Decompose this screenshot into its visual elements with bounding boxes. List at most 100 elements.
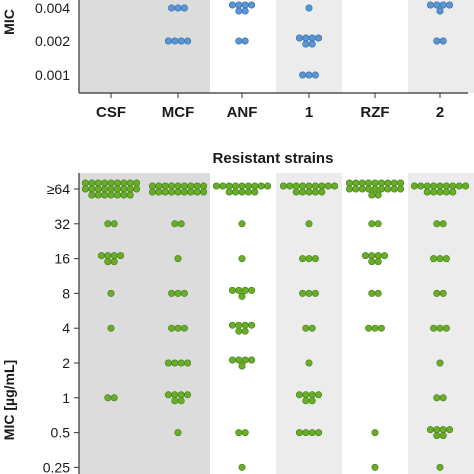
bottom-2-64-dot-8 <box>455 182 463 190</box>
top-1-0-001-dot-3 <box>311 71 319 79</box>
shade-top-2 <box>408 0 474 93</box>
bottom-1-8-dot-3 <box>311 289 319 297</box>
bottom-2-1-dot-2 <box>439 394 447 402</box>
bottom-2-0-5-dot-4 <box>446 426 454 434</box>
bottom-mcf-64-dot-12 <box>161 188 169 196</box>
bottom-1-4-dot-2 <box>308 324 316 332</box>
bottom-ytick-8: 8 <box>62 285 70 301</box>
top-1-0-002-dot-4 <box>315 34 323 42</box>
bottom-anf-64-dot-1 <box>212 182 220 190</box>
bottom-1-0-5-dot-2 <box>302 429 310 437</box>
bottom-rzf-64-dot-16 <box>384 185 392 193</box>
top-2-0-002-dot-1 <box>433 37 441 45</box>
bottom-rzf-64-dot-8 <box>390 179 398 187</box>
bottom-1-1-dot-4 <box>315 391 323 399</box>
top-mcf-0-004-dot-3 <box>180 4 188 12</box>
bottom-rzf-64-dot-7 <box>384 179 392 187</box>
bottom-1-16-dot-1 <box>299 255 307 263</box>
bottom-2-4-dot-3 <box>442 324 450 332</box>
bottom-mcf-32-dot-2 <box>177 220 185 228</box>
bottom-2-64-dot-9 <box>462 182 470 190</box>
bottom-mcf-64-dot-16 <box>187 188 195 196</box>
bottom-2-64-dot-12 <box>436 188 444 196</box>
bottom-rzf-16-dot-6 <box>374 258 382 266</box>
bottom-mcf-64-dot-8 <box>193 182 201 190</box>
bottom-panel-title: Resistant strains <box>213 150 334 167</box>
bottom-2-64-dot-11 <box>430 188 438 196</box>
top-1-0-002-dot-1 <box>295 34 303 42</box>
bottom-rzf-4-dot-1 <box>365 324 373 332</box>
bottom-rzf-64-dot-4 <box>365 179 373 187</box>
top-xtick-csf: CSF <box>96 104 126 121</box>
bottom-mcf-64-dot-6 <box>180 182 188 190</box>
bottom-ytick-64: ≥64 <box>47 181 70 197</box>
top-1-0-002-dot-2 <box>302 34 310 42</box>
bottom-anf-2-dot-1 <box>228 356 236 364</box>
bottom-1-64-dot-1 <box>279 182 287 190</box>
bottom-mcf-2-dot-2 <box>171 359 179 367</box>
bottom-2-8-dot-2 <box>439 289 447 297</box>
bottom-1-64-dot-2 <box>286 182 294 190</box>
bottom-csf-64-dot-2 <box>88 179 96 187</box>
bottom-1-64-dot-9 <box>331 182 339 190</box>
bottom-csf-64-dot-21 <box>101 191 109 199</box>
bottom-mcf-64-dot-18 <box>200 188 208 196</box>
bottom-rzf-64-dot-9 <box>397 179 405 187</box>
top-1-0-002-dot-5 <box>302 40 310 48</box>
bottom-csf-16-dot-4 <box>117 252 125 260</box>
bottom-csf-64-dot-20 <box>94 191 102 199</box>
bottom-ytick-32: 32 <box>54 216 70 232</box>
top-ytick-0-001: 0.001 <box>35 67 70 83</box>
top-2-0-004-dot-1 <box>426 1 434 9</box>
bottom-anf-4-dot-4 <box>248 321 256 329</box>
bottom-csf-16-dot-2 <box>104 252 112 260</box>
top-ytick-0-002: 0.002 <box>35 33 70 49</box>
top-anf-0-004-dot-1 <box>228 1 236 9</box>
bottom-mcf-64-dot-7 <box>187 182 195 190</box>
bottom-anf-64-dot-11 <box>232 188 240 196</box>
bottom-1-64-dot-13 <box>311 188 319 196</box>
bottom-2-16-dot-2 <box>436 255 444 263</box>
bottom-1-8-dot-1 <box>299 289 307 297</box>
bottom-ytick-2: 2 <box>62 355 70 371</box>
bottom-2-64-dot-6 <box>442 182 450 190</box>
top-mcf-0-002-dot-1 <box>164 37 172 45</box>
top-mcf-0-002-dot-3 <box>177 37 185 45</box>
bottom-anf-64-dot-4 <box>232 182 240 190</box>
bottom-anf-4-dot-5 <box>235 327 243 335</box>
shade-bottom-csf <box>79 173 145 474</box>
bottom-anf-64-dot-8 <box>257 182 265 190</box>
bottom-2-4-dot-2 <box>436 324 444 332</box>
bottom-anf-64-dot-14 <box>251 188 259 196</box>
bottom-mcf-64-dot-2 <box>155 182 163 190</box>
bottom-anf-64-dot-10 <box>225 188 233 196</box>
top-2-0-002-dot-2 <box>439 37 447 45</box>
bottom-2-64-dot-5 <box>436 182 444 190</box>
bottom-1-64-dot-12 <box>305 188 313 196</box>
bottom-ytick-16: 16 <box>54 251 70 267</box>
bottom-2-64-dot-4 <box>430 182 438 190</box>
bottom-rzf-16-dot-2 <box>368 252 376 260</box>
bottom-1-64-dot-3 <box>292 182 300 190</box>
bottom-1-64-dot-6 <box>311 182 319 190</box>
bottom-mcf-64-dot-1 <box>148 182 156 190</box>
top-ytick-0-004: 0.004 <box>35 0 70 16</box>
top-1-0-004-dot-1 <box>305 4 313 12</box>
bottom-1-1-dot-3 <box>308 391 316 399</box>
bottom-1-64-dot-11 <box>299 188 307 196</box>
bottom-csf-64-dot-10 <box>81 185 89 193</box>
bottom-csf-64-dot-5 <box>107 179 115 187</box>
bottom-rzf-4-dot-3 <box>377 324 385 332</box>
bottom-mcf-8-dot-1 <box>168 289 176 297</box>
bottom-1-16-dot-2 <box>305 255 313 263</box>
bottom-rzf-64-dot-1 <box>345 179 353 187</box>
bottom-1-0-5-dot-4 <box>315 429 323 437</box>
bottom-csf-16-dot-1 <box>97 252 105 260</box>
shade-bottom-1 <box>276 173 342 474</box>
bottom-rzf-0-5-dot-1 <box>371 429 379 437</box>
bottom-mcf-1-dot-1 <box>164 391 172 399</box>
bottom-2-4-dot-1 <box>430 324 438 332</box>
bottom-anf-64-dot-5 <box>238 182 246 190</box>
bottom-rzf-64-dot-15 <box>377 185 385 193</box>
bottom-2-0-5-dot-1 <box>426 426 434 434</box>
